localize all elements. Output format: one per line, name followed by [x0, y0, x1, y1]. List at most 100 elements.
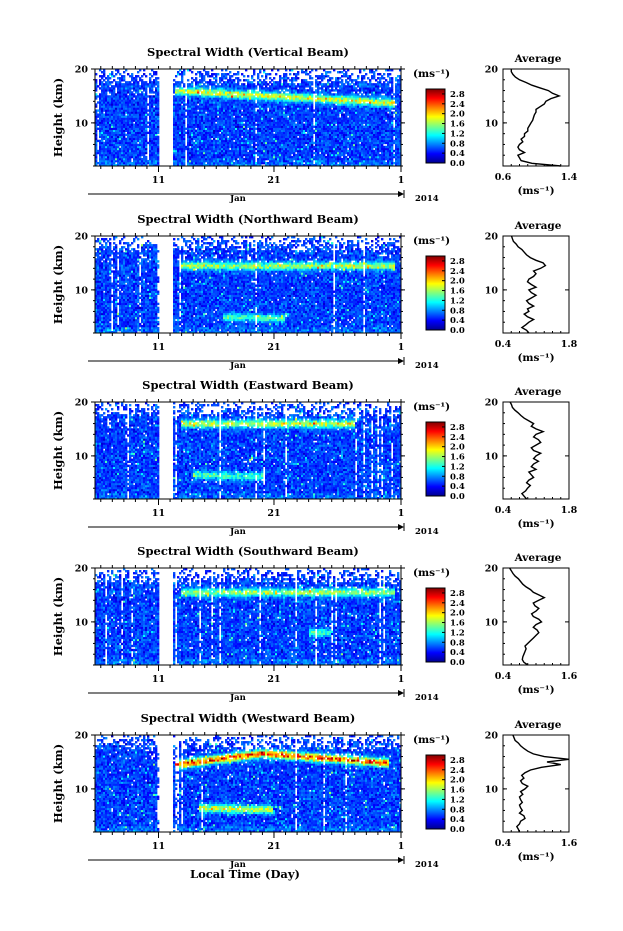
heatmap-cell [221, 151, 224, 155]
heatmap-cell [119, 85, 122, 88]
heatmap-cell [323, 85, 326, 88]
heatmap-cell [315, 105, 318, 108]
heatmap-cell [341, 139, 344, 143]
heatmap-cell [275, 125, 278, 128]
heatmap-cell [125, 133, 128, 137]
heatmap-cell [231, 87, 234, 90]
heatmap-cell [289, 127, 292, 130]
heatmap-cell [305, 137, 308, 141]
heatmap-cell [101, 123, 104, 126]
heatmap-cell [173, 139, 176, 143]
heatmap-cell [209, 153, 212, 157]
heatmap-cell [139, 161, 142, 165]
heatmap-cell [195, 159, 198, 163]
heatmap-cell [317, 121, 320, 124]
heatmap-cell [273, 97, 276, 100]
heatmap-cell [109, 153, 112, 157]
heatmap-cell [347, 161, 350, 165]
heatmap-cell [155, 137, 158, 141]
heatmap-cell [125, 83, 128, 86]
heatmap-cell [209, 75, 212, 78]
heatmap-cell [121, 151, 124, 155]
heatmap-cell [307, 99, 310, 102]
heatmap-cell [127, 121, 130, 124]
heatmap-cell [107, 129, 110, 132]
heatmap-cell [121, 143, 124, 147]
heatmap-cell [347, 123, 350, 126]
heatmap-cell [281, 155, 284, 159]
heatmap-cell [195, 95, 198, 98]
heatmap-cell [303, 157, 306, 161]
heatmap-cell [115, 93, 118, 96]
heatmap-cell [253, 115, 256, 118]
heatmap-cell [239, 95, 242, 98]
heatmap-cell [279, 121, 282, 124]
heatmap-cell [247, 125, 250, 128]
heatmap-cell [101, 107, 104, 110]
heatmap-cell [229, 105, 232, 108]
heatmap-cell [113, 147, 116, 151]
heatmap-cell [157, 141, 160, 145]
heatmap-cell [259, 87, 262, 90]
heatmap-cell [191, 139, 194, 143]
heatmap-cell [271, 115, 274, 118]
heatmap-cell [279, 133, 282, 137]
heatmap-cell [207, 123, 210, 126]
heatmap-cell [251, 145, 254, 149]
heatmap-cell [143, 135, 146, 139]
heatmap-cell [273, 107, 276, 110]
heatmap-cell [275, 143, 278, 147]
heatmap-cell [153, 129, 156, 132]
heatmap-cell [299, 147, 302, 151]
heatmap-cell [311, 149, 314, 153]
heatmap-cell [271, 149, 274, 153]
heatmap-cell [253, 137, 256, 141]
heatmap-cell [235, 131, 238, 135]
heatmap-cell [343, 155, 346, 159]
heatmap-cell [259, 95, 262, 98]
heatmap-cell [177, 97, 180, 100]
heatmap-cell [107, 85, 110, 88]
heatmap-cell [211, 129, 214, 132]
heatmap-cell [281, 89, 284, 92]
heatmap-cell [121, 85, 124, 88]
heatmap-cell [337, 119, 340, 122]
heatmap-cell [105, 93, 108, 96]
heatmap-cell [229, 139, 232, 143]
heatmap-cell [347, 135, 350, 139]
heatmap-cell [209, 91, 212, 94]
heatmap-cell [261, 83, 264, 86]
heatmap-cell [283, 111, 286, 114]
heatmap-cell [243, 113, 246, 116]
heatmap-cell [333, 115, 336, 118]
heatmap-cell [333, 155, 336, 159]
heatmap-cell [247, 131, 250, 135]
heatmap-cell [153, 125, 156, 128]
heatmap-cell [249, 133, 252, 137]
heatmap-cell [219, 97, 222, 100]
heatmap-cell [143, 93, 146, 96]
heatmap-cell [175, 121, 178, 124]
heatmap-cell [195, 143, 198, 147]
heatmap-cell [243, 123, 246, 126]
heatmap-cell [105, 149, 108, 153]
heatmap-cell [293, 125, 296, 128]
heatmap-cell [265, 125, 268, 128]
heatmap-cell [105, 105, 108, 108]
heatmap-cell [335, 119, 338, 122]
heatmap-cell [345, 149, 348, 153]
heatmap-cell [269, 73, 272, 76]
heatmap-cell [133, 145, 136, 149]
heatmap-cell [95, 123, 98, 126]
heatmap-cell [241, 99, 244, 102]
heatmap-cell [239, 145, 242, 149]
heatmap-cell [157, 93, 160, 96]
heatmap-cell [139, 85, 142, 88]
heatmap-cell [185, 109, 188, 112]
heatmap-cell [279, 111, 282, 114]
heatmap-cell [125, 107, 128, 110]
heatmap-cell [125, 69, 128, 72]
heatmap-cell [111, 113, 114, 116]
heatmap-cell [231, 125, 234, 128]
heatmap-cell [99, 139, 102, 143]
